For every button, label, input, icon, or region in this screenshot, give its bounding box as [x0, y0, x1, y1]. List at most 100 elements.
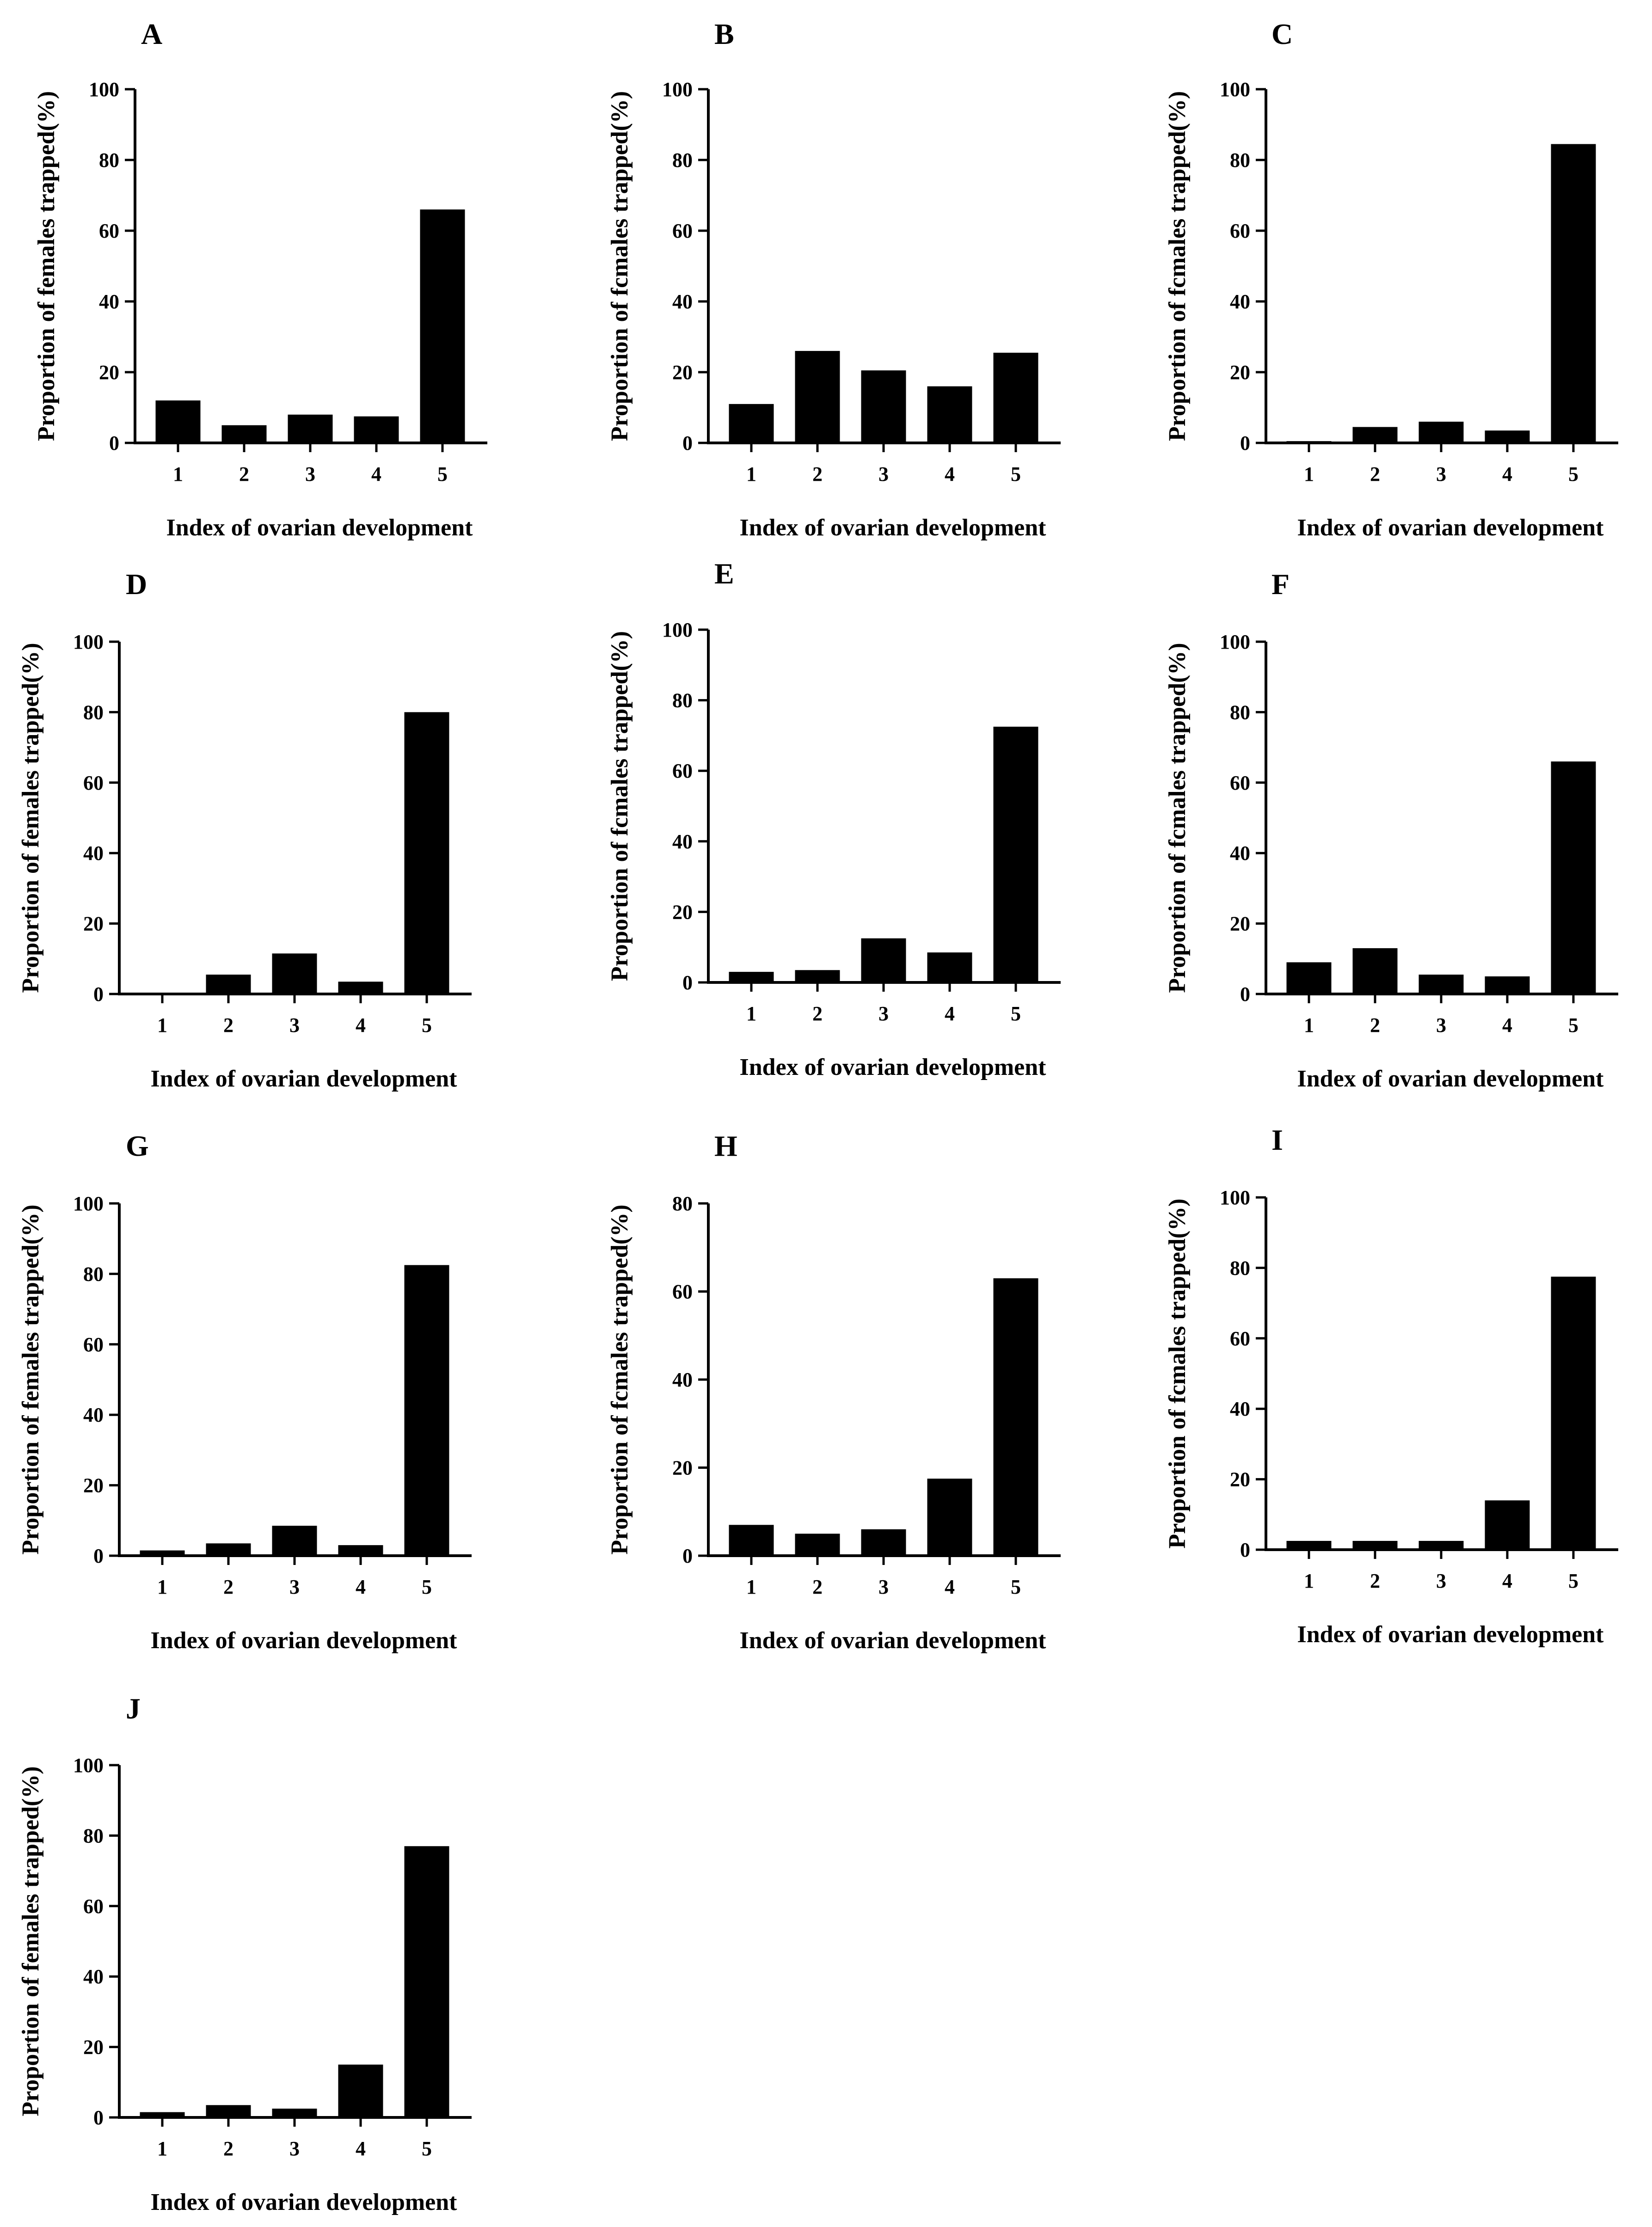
y-tick-label: 100 — [73, 631, 104, 653]
y-tick-label: 20 — [672, 361, 693, 384]
bar — [1419, 975, 1464, 994]
bar — [354, 416, 399, 443]
y-tick-label: 0 — [682, 971, 693, 994]
x-tick-label: 4 — [371, 463, 381, 485]
x-tick-label: 3 — [1436, 1014, 1446, 1037]
panel-label: C — [1271, 18, 1293, 50]
y-tick-label: 40 — [99, 290, 119, 313]
y-tick-label: 20 — [1230, 913, 1250, 935]
y-tick-label: 20 — [1230, 1468, 1250, 1491]
y-axis-title: Proportion of fcmales trapped(%) — [607, 91, 633, 441]
bar — [272, 1526, 317, 1556]
bar — [1551, 144, 1596, 443]
y-tick-label: 40 — [672, 1368, 693, 1391]
bar — [927, 1479, 972, 1556]
y-tick-label: 40 — [1230, 842, 1250, 865]
x-tick-label: 5 — [422, 2137, 432, 2160]
y-tick-label: 80 — [1230, 701, 1250, 724]
y-tick-label: 20 — [1230, 361, 1250, 384]
y-axis-title: Proportion of females trapped(%) — [33, 91, 60, 441]
x-tick-label: 3 — [289, 1014, 300, 1037]
y-tick-label: 100 — [73, 1192, 104, 1215]
x-tick-label: 3 — [1436, 463, 1446, 485]
x-axis-title: Index of ovarian development — [740, 515, 1047, 541]
x-tick-label: 2 — [1370, 1570, 1380, 1592]
x-tick-label: 4 — [356, 1014, 366, 1037]
bar — [206, 975, 251, 994]
x-tick-label: 1 — [173, 463, 183, 485]
y-axis-title: Proportion of fcmales trapped(%) — [607, 1204, 633, 1554]
x-tick-label: 4 — [945, 463, 955, 485]
bar — [1485, 430, 1530, 443]
y-tick-label: 0 — [682, 1545, 693, 1567]
x-tick-label: 5 — [1568, 463, 1578, 485]
bar — [993, 352, 1038, 443]
x-tick-label: 5 — [1011, 463, 1021, 485]
bar — [1352, 1540, 1398, 1550]
x-tick-label: 5 — [1011, 1002, 1021, 1025]
chart-panel-a: A 0 20 40 60 80 100 1 2 3 4 5 Index of ovarian devel… — [33, 18, 487, 541]
y-tick-label: 80 — [83, 1263, 104, 1285]
bar — [404, 712, 449, 994]
chart-panel-j: J 0 20 40 60 80 100 1 2 3 4 5 Index of ovarian devel… — [18, 1692, 472, 2215]
y-tick-label: 60 — [99, 220, 119, 242]
bar — [206, 2105, 251, 2117]
y-tick-label: 20 — [672, 901, 693, 923]
y-tick-label: 0 — [1240, 432, 1250, 454]
y-tick-label: 20 — [672, 1457, 693, 1479]
x-tick-label: 2 — [1370, 463, 1380, 485]
y-tick-label: 60 — [672, 760, 693, 782]
x-tick-label: 2 — [239, 463, 249, 485]
y-axis-title: Proportion of females trapped(%) — [18, 1766, 44, 2116]
x-tick-label: 2 — [812, 1002, 823, 1025]
y-tick-label: 0 — [682, 432, 693, 454]
x-tick-label: 5 — [422, 1576, 432, 1598]
x-tick-label: 4 — [945, 1002, 955, 1025]
y-tick-label: 60 — [83, 772, 104, 794]
y-tick-label: 100 — [662, 619, 693, 641]
chart-panel-h: H 0 20 40 60 80 1 2 3 4 5 Index of ovarian developm… — [607, 1129, 1061, 1654]
bar — [993, 1278, 1038, 1556]
bar — [288, 414, 333, 443]
x-tick-label: 5 — [1011, 1576, 1021, 1598]
x-tick-label: 1 — [746, 1002, 756, 1025]
y-tick-label: 80 — [1230, 1257, 1250, 1279]
y-tick-label: 40 — [83, 1965, 104, 1988]
x-tick-label: 3 — [878, 1002, 889, 1025]
y-tick-label: 40 — [1230, 1398, 1250, 1420]
x-axis-title: Index of ovarian development — [740, 1054, 1047, 1080]
bar — [1352, 948, 1398, 994]
x-axis-title: Index of ovarian development — [1297, 1621, 1604, 1648]
y-tick-label: 60 — [1230, 1327, 1250, 1350]
bar — [1419, 422, 1464, 443]
y-tick-label: 0 — [93, 983, 104, 1006]
x-tick-label: 4 — [1502, 463, 1512, 485]
y-tick-label: 20 — [83, 913, 104, 935]
panel-label: D — [126, 568, 147, 601]
y-tick-label: 0 — [1240, 983, 1250, 1006]
x-axis-title: Index of ovarian development — [166, 515, 473, 541]
y-tick-label: 60 — [1230, 772, 1250, 794]
y-tick-label: 20 — [83, 1474, 104, 1497]
bar — [729, 404, 774, 443]
bar — [140, 1550, 185, 1556]
bar — [1352, 427, 1398, 443]
bar — [338, 982, 383, 994]
bar — [729, 1525, 774, 1556]
chart-panel-d: D 0 20 40 60 80 100 1 2 3 4 5 Index of ovarian devel… — [18, 568, 472, 1092]
y-tick-label: 60 — [672, 220, 693, 242]
y-axis-title: Proportion of fcmales trapped(%) — [607, 631, 633, 981]
x-tick-label: 1 — [157, 1576, 167, 1598]
x-tick-label: 4 — [1502, 1570, 1512, 1592]
bar — [927, 386, 972, 443]
y-tick-label: 100 — [89, 78, 119, 101]
bar — [420, 209, 465, 443]
y-tick-label: 40 — [1230, 290, 1250, 313]
panel-label: E — [714, 557, 734, 590]
bar — [338, 2064, 383, 2117]
x-tick-label: 1 — [157, 1014, 167, 1037]
y-tick-label: 100 — [73, 1754, 104, 1777]
x-tick-label: 4 — [945, 1576, 955, 1598]
y-tick-label: 60 — [1230, 220, 1250, 242]
y-tick-label: 0 — [93, 1545, 104, 1567]
